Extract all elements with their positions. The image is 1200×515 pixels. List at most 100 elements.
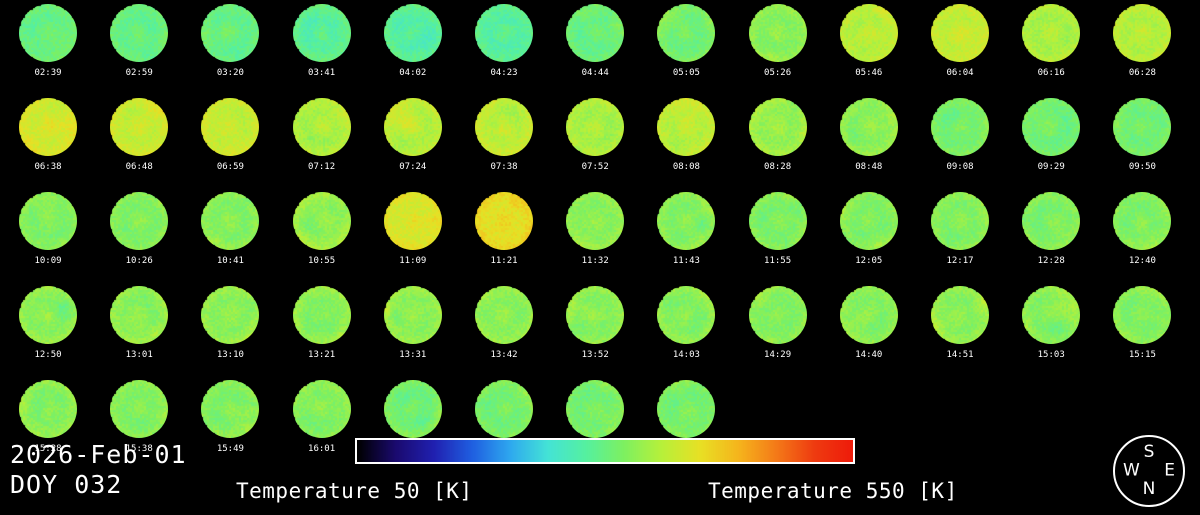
thermal-disk-image[interactable] — [475, 192, 533, 250]
thermal-disk-image[interactable] — [1022, 98, 1081, 156]
thermal-disk-image[interactable] — [748, 4, 807, 62]
disk-cell[interactable]: 02:39 — [2, 0, 94, 94]
thermal-disk-image[interactable] — [931, 4, 989, 62]
thermal-disk-image[interactable] — [19, 192, 77, 250]
disk-cell[interactable] — [367, 376, 459, 470]
thermal-disk-image[interactable] — [383, 192, 442, 250]
disk-cell[interactable] — [640, 376, 732, 470]
disk-cell[interactable]: 09:50 — [1096, 94, 1188, 188]
disk-cell[interactable]: 12:50 — [2, 282, 94, 376]
thermal-disk-image[interactable] — [475, 4, 533, 62]
disk-cell[interactable]: 15:15 — [1096, 282, 1188, 376]
disk-cell[interactable]: 13:42 — [458, 282, 550, 376]
thermal-disk-image[interactable] — [931, 192, 989, 250]
thermal-disk-image[interactable] — [201, 4, 260, 62]
thermal-disk-image[interactable] — [839, 98, 898, 156]
thermal-disk-image[interactable] — [475, 380, 533, 438]
disk-cell[interactable]: 14:40 — [823, 282, 915, 376]
thermal-disk-image[interactable] — [110, 286, 169, 344]
disk-cell[interactable]: 13:21 — [276, 282, 368, 376]
thermal-disk-image[interactable] — [383, 98, 442, 156]
disk-cell[interactable]: 06:16 — [1005, 0, 1097, 94]
thermal-disk-image[interactable] — [201, 98, 260, 156]
disk-cell[interactable]: 07:52 — [549, 94, 641, 188]
disk-cell[interactable]: 03:41 — [276, 0, 368, 94]
thermal-disk-image[interactable] — [1022, 4, 1081, 62]
thermal-disk-image[interactable] — [1022, 192, 1081, 250]
thermal-disk-image[interactable] — [19, 286, 77, 344]
disk-cell[interactable]: 06:38 — [2, 94, 94, 188]
thermal-disk-image[interactable] — [657, 192, 716, 250]
disk-cell[interactable]: 07:38 — [458, 94, 550, 188]
thermal-disk-image[interactable] — [566, 4, 625, 62]
disk-cell[interactable]: 06:59 — [184, 94, 276, 188]
disk-cell[interactable]: 06:28 — [1096, 0, 1188, 94]
disk-cell[interactable]: 10:09 — [2, 188, 94, 282]
thermal-disk-image[interactable] — [19, 98, 77, 156]
thermal-disk-image[interactable] — [657, 286, 716, 344]
thermal-disk-image[interactable] — [475, 286, 533, 344]
thermal-disk-image[interactable] — [839, 286, 898, 344]
thermal-disk-image[interactable] — [383, 4, 442, 62]
disk-cell[interactable]: 16:01 — [276, 376, 368, 470]
thermal-disk-image[interactable] — [110, 192, 169, 250]
thermal-disk-image[interactable] — [19, 4, 77, 62]
disk-cell[interactable]: 11:09 — [367, 188, 459, 282]
thermal-disk-image[interactable] — [1113, 4, 1172, 62]
thermal-disk-image[interactable] — [839, 192, 898, 250]
disk-cell[interactable]: 04:44 — [549, 0, 641, 94]
disk-cell[interactable]: 12:40 — [1096, 188, 1188, 282]
disk-cell[interactable]: 05:26 — [732, 0, 824, 94]
thermal-disk-image[interactable] — [657, 4, 716, 62]
disk-cell[interactable]: 12:05 — [823, 188, 915, 282]
disk-cell[interactable]: 15:03 — [1005, 282, 1097, 376]
thermal-disk-image[interactable] — [292, 192, 351, 250]
disk-cell[interactable]: 15:38 — [93, 376, 185, 470]
disk-cell[interactable]: 13:01 — [93, 282, 185, 376]
thermal-disk-image[interactable] — [1022, 286, 1081, 344]
disk-cell[interactable]: 10:41 — [184, 188, 276, 282]
thermal-disk-image[interactable] — [931, 286, 989, 344]
thermal-disk-image[interactable] — [383, 286, 442, 344]
thermal-disk-image[interactable] — [748, 286, 807, 344]
thermal-disk-image[interactable] — [383, 380, 442, 438]
disk-cell[interactable]: 03:20 — [184, 0, 276, 94]
disk-cell[interactable]: 05:05 — [640, 0, 732, 94]
thermal-disk-image[interactable] — [748, 192, 807, 250]
disk-cell[interactable]: 05:46 — [823, 0, 915, 94]
thermal-disk-image[interactable] — [748, 98, 807, 156]
disk-cell[interactable]: 13:10 — [184, 282, 276, 376]
disk-cell[interactable]: 08:48 — [823, 94, 915, 188]
disk-cell[interactable]: 10:55 — [276, 188, 368, 282]
disk-cell[interactable]: 09:29 — [1005, 94, 1097, 188]
disk-cell[interactable]: 07:12 — [276, 94, 368, 188]
thermal-disk-image[interactable] — [1113, 286, 1172, 344]
disk-cell[interactable]: 13:31 — [367, 282, 459, 376]
disk-cell[interactable]: 06:48 — [93, 94, 185, 188]
thermal-disk-image[interactable] — [201, 192, 260, 250]
thermal-disk-image[interactable] — [292, 4, 351, 62]
thermal-disk-image[interactable] — [292, 380, 351, 438]
thermal-disk-image[interactable] — [110, 4, 169, 62]
thermal-disk-image[interactable] — [657, 98, 716, 156]
thermal-disk-image[interactable] — [19, 380, 77, 438]
disk-cell[interactable]: 15:49 — [184, 376, 276, 470]
disk-cell[interactable]: 14:29 — [732, 282, 824, 376]
thermal-disk-image[interactable] — [201, 286, 260, 344]
disk-cell[interactable]: 02:59 — [93, 0, 185, 94]
disk-cell[interactable]: 04:23 — [458, 0, 550, 94]
disk-cell[interactable]: 04:02 — [367, 0, 459, 94]
thermal-disk-image[interactable] — [931, 98, 989, 156]
thermal-disk-image[interactable] — [292, 286, 351, 344]
disk-cell[interactable]: 14:03 — [640, 282, 732, 376]
thermal-disk-image[interactable] — [292, 98, 351, 156]
disk-cell[interactable]: 12:17 — [914, 188, 1006, 282]
thermal-disk-image[interactable] — [201, 380, 260, 438]
thermal-disk-image[interactable] — [110, 380, 169, 438]
disk-cell[interactable]: 11:32 — [549, 188, 641, 282]
disk-cell[interactable]: 10:26 — [93, 188, 185, 282]
disk-cell[interactable]: 08:08 — [640, 94, 732, 188]
thermal-disk-image[interactable] — [566, 192, 625, 250]
thermal-disk-image[interactable] — [839, 4, 898, 62]
thermal-disk-image[interactable] — [110, 98, 169, 156]
